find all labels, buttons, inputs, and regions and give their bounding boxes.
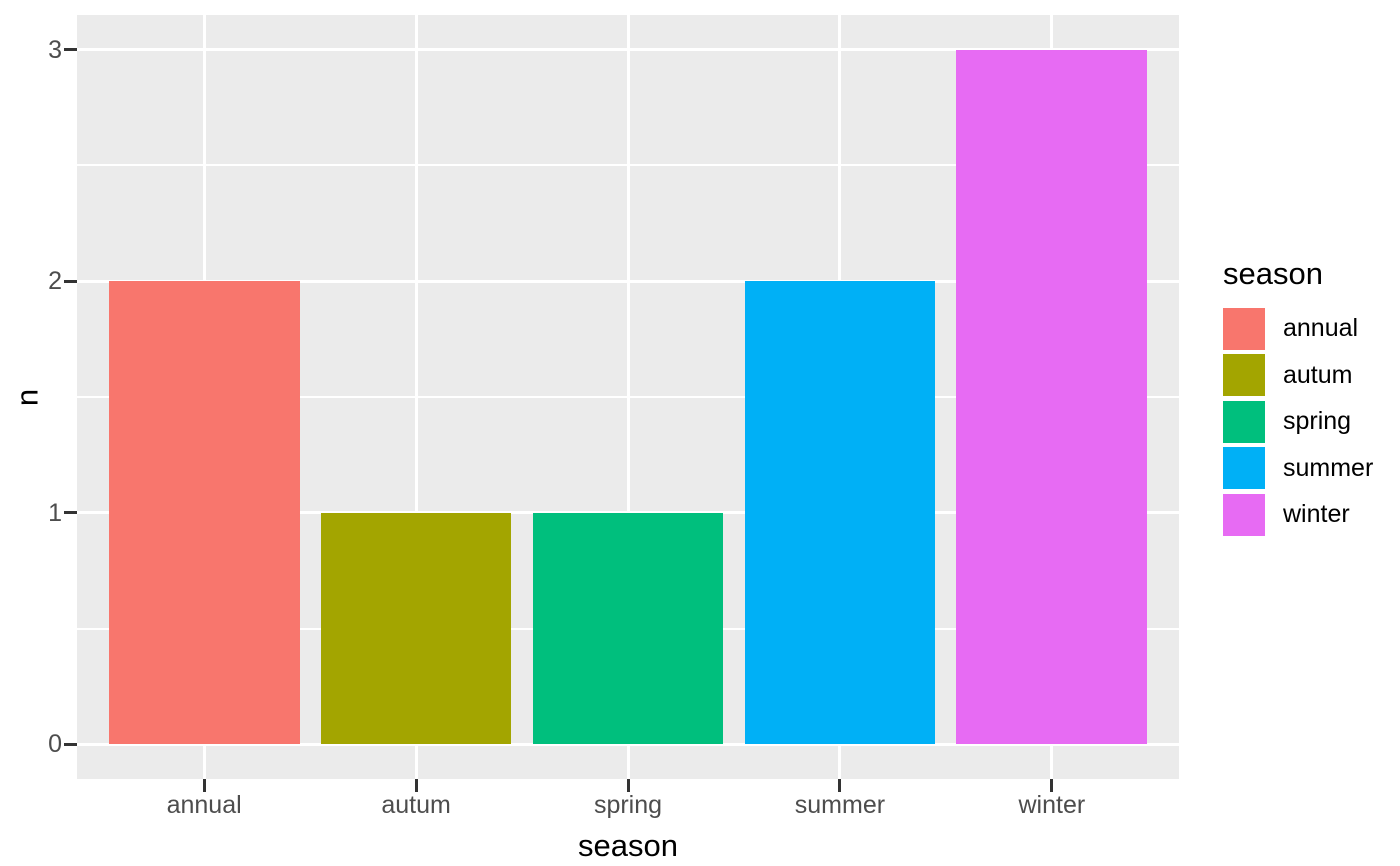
bar-spring [532, 512, 724, 745]
legend-entry-autum: autum [1223, 354, 1373, 396]
x-tick-mark [202, 779, 206, 792]
legend-label: autum [1283, 360, 1353, 389]
x-tick-label: annual [166, 791, 242, 819]
y-tick-mark [64, 48, 77, 52]
legend-entry-winter: winter [1223, 493, 1373, 536]
legend-entries: annual autum spring summer winter [1223, 303, 1373, 536]
legend-label: spring [1283, 407, 1352, 435]
legend-label: summer [1283, 453, 1374, 482]
legend-key-swatch [1223, 447, 1265, 489]
bar-summer [744, 281, 936, 745]
legend-entry-summer: summer [1223, 447, 1373, 489]
legend-key-swatch [1223, 400, 1265, 443]
y-tick-mark [64, 511, 77, 515]
x-tick-mark [1050, 779, 1054, 792]
x-major-gridline [626, 15, 630, 779]
x-tick-mark [838, 779, 842, 792]
x-tick-label: summer [794, 791, 886, 819]
x-major-gridline [414, 15, 418, 779]
legend-entry-spring: spring [1223, 400, 1373, 443]
legend-label: annual [1283, 314, 1359, 342]
legend-key-swatch [1223, 493, 1265, 536]
y-tick-label: 2 [48, 267, 62, 296]
x-tick-label: autum [381, 791, 451, 819]
y-tick-label: 3 [48, 35, 62, 64]
x-tick-label: winter [1018, 791, 1086, 819]
y-tick-label: 1 [48, 498, 62, 527]
y-tick-mark [64, 279, 77, 283]
bar-annual [108, 281, 300, 745]
legend-entry-annual: annual [1223, 307, 1373, 350]
legend-key-swatch [1223, 307, 1265, 350]
legend-title: season [1223, 256, 1323, 291]
bar-autum [320, 512, 512, 745]
plot-panel [77, 15, 1179, 779]
x-axis-title: season [578, 828, 678, 863]
x-tick-label: spring [593, 791, 663, 819]
x-tick-mark [626, 779, 630, 792]
y-tick-label: 0 [48, 730, 62, 759]
legend-label: winter [1283, 500, 1350, 528]
y-tick-mark [64, 742, 77, 746]
legend-key-swatch [1223, 354, 1265, 396]
bar-winter [956, 49, 1148, 745]
x-tick-mark [414, 779, 418, 792]
legend: season annual autum spring summer winter [1223, 258, 1373, 536]
